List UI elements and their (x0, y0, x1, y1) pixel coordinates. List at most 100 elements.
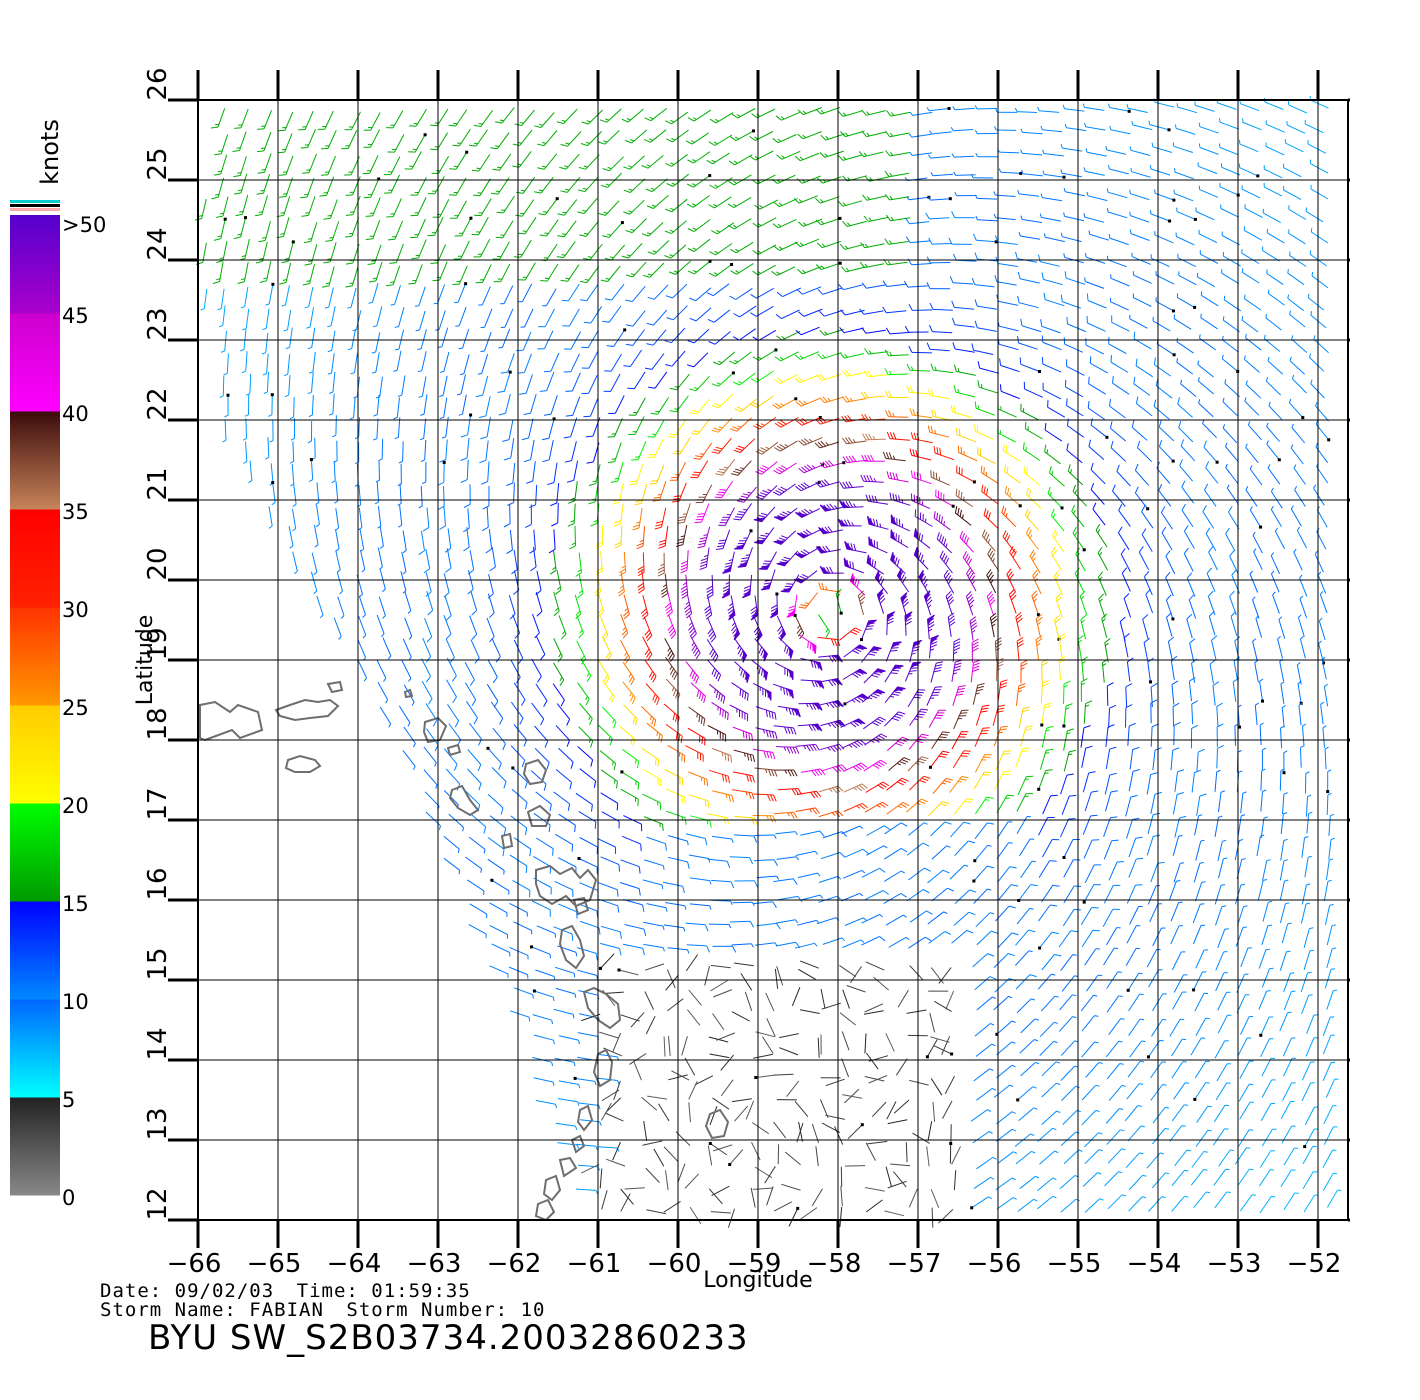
barb-shaft (518, 150, 532, 168)
barb-feather (530, 566, 537, 572)
barb-feather (882, 451, 887, 459)
barb-shaft (475, 129, 488, 147)
barb-feather (749, 155, 756, 161)
barb-shaft (392, 110, 404, 129)
barb-feather (799, 156, 804, 160)
barb-feather (687, 270, 695, 275)
barb-feather (994, 235, 999, 243)
wind-barb (1180, 379, 1197, 397)
wind-barb (994, 126, 1017, 131)
barb-shaft (398, 329, 405, 350)
barb-shaft (1053, 619, 1060, 640)
barb-feather (649, 116, 654, 120)
barb-feather (826, 566, 831, 574)
wind-barb (1135, 396, 1153, 417)
barb-feather (1317, 571, 1322, 576)
barb-shaft (462, 394, 467, 415)
barb-shaft (803, 464, 823, 474)
wind-barb (234, 108, 249, 129)
wind-barb (928, 237, 953, 245)
barb-shaft (758, 329, 777, 342)
barb-feather (1208, 611, 1215, 617)
barb-shaft (889, 152, 910, 157)
wind-barb (417, 329, 427, 350)
barb-shaft (820, 481, 840, 488)
wind-barb (1060, 144, 1083, 152)
barb-feather (1310, 379, 1313, 384)
barb-shaft (819, 441, 840, 449)
barb-feather (524, 523, 532, 529)
barb-shaft (647, 155, 664, 169)
barb-feather (1026, 487, 1030, 495)
barb-shaft (1109, 107, 1130, 112)
wind-barb (818, 582, 841, 593)
barb-shaft (1035, 639, 1039, 660)
barb-shaft (1264, 101, 1284, 110)
wind-barb (904, 611, 913, 636)
barb-feather (723, 466, 729, 469)
barb-feather (833, 639, 838, 646)
barb-feather (760, 447, 768, 452)
wind-barb (1042, 170, 1066, 179)
barb-feather (669, 254, 674, 257)
barb-shaft (222, 375, 225, 396)
barb-feather (644, 648, 650, 656)
wind-barb (625, 310, 646, 327)
barb-feather (644, 367, 652, 370)
wind-barb (1186, 572, 1196, 597)
barb-shaft (307, 129, 316, 148)
barb-feather (863, 370, 869, 378)
barb-feather (733, 470, 741, 474)
wind-barb (313, 525, 319, 548)
wind-barb (487, 574, 494, 599)
barb-shaft (1112, 382, 1130, 395)
barb-shaft (1198, 402, 1214, 418)
barb-feather (819, 462, 825, 469)
barb-feather (1037, 621, 1041, 626)
barb-feather (1021, 169, 1024, 174)
barb-feather (966, 556, 971, 563)
barb-shaft (735, 351, 752, 365)
barb-feather (1289, 310, 1291, 315)
barb-feather (738, 511, 746, 513)
barb-shaft (866, 131, 887, 138)
barb-feather (716, 548, 724, 550)
barb-shaft (1293, 467, 1306, 485)
wind-barb (927, 196, 952, 201)
barb-feather (816, 242, 823, 248)
barb-feather (1014, 107, 1018, 112)
wind-barb (213, 217, 227, 241)
barb-feather (566, 479, 574, 483)
barb-feather (603, 211, 608, 214)
wind-barb (235, 194, 249, 217)
barb-feather (758, 666, 761, 674)
wind-barb (1108, 164, 1129, 175)
wind-barb (1085, 148, 1107, 157)
wind-barb (1043, 292, 1065, 307)
barb-feather (607, 233, 612, 236)
barb-feather (760, 423, 765, 426)
wind-barb (604, 283, 625, 301)
barb-shaft (1289, 254, 1307, 267)
wind-barb (574, 594, 582, 620)
wind-barb (566, 460, 579, 483)
barb-shaft (358, 595, 366, 615)
wind-barb (929, 634, 939, 659)
barb-feather (699, 537, 707, 540)
barb-feather (758, 646, 763, 654)
barb-feather (699, 563, 707, 567)
barb-feather (741, 557, 749, 560)
wind-barb (415, 310, 426, 332)
barb-shaft (756, 305, 774, 317)
rain-flag (994, 240, 998, 244)
wind-barb (752, 217, 777, 228)
wind-barb (390, 285, 401, 306)
barb-shaft (650, 129, 667, 143)
wind-barb (292, 508, 297, 532)
wind-barb (1053, 570, 1063, 595)
barb-feather (654, 526, 662, 530)
wind-barb (463, 508, 470, 533)
barb-feather (858, 151, 865, 158)
barb-feather (635, 499, 643, 503)
barb-feather (844, 353, 848, 358)
